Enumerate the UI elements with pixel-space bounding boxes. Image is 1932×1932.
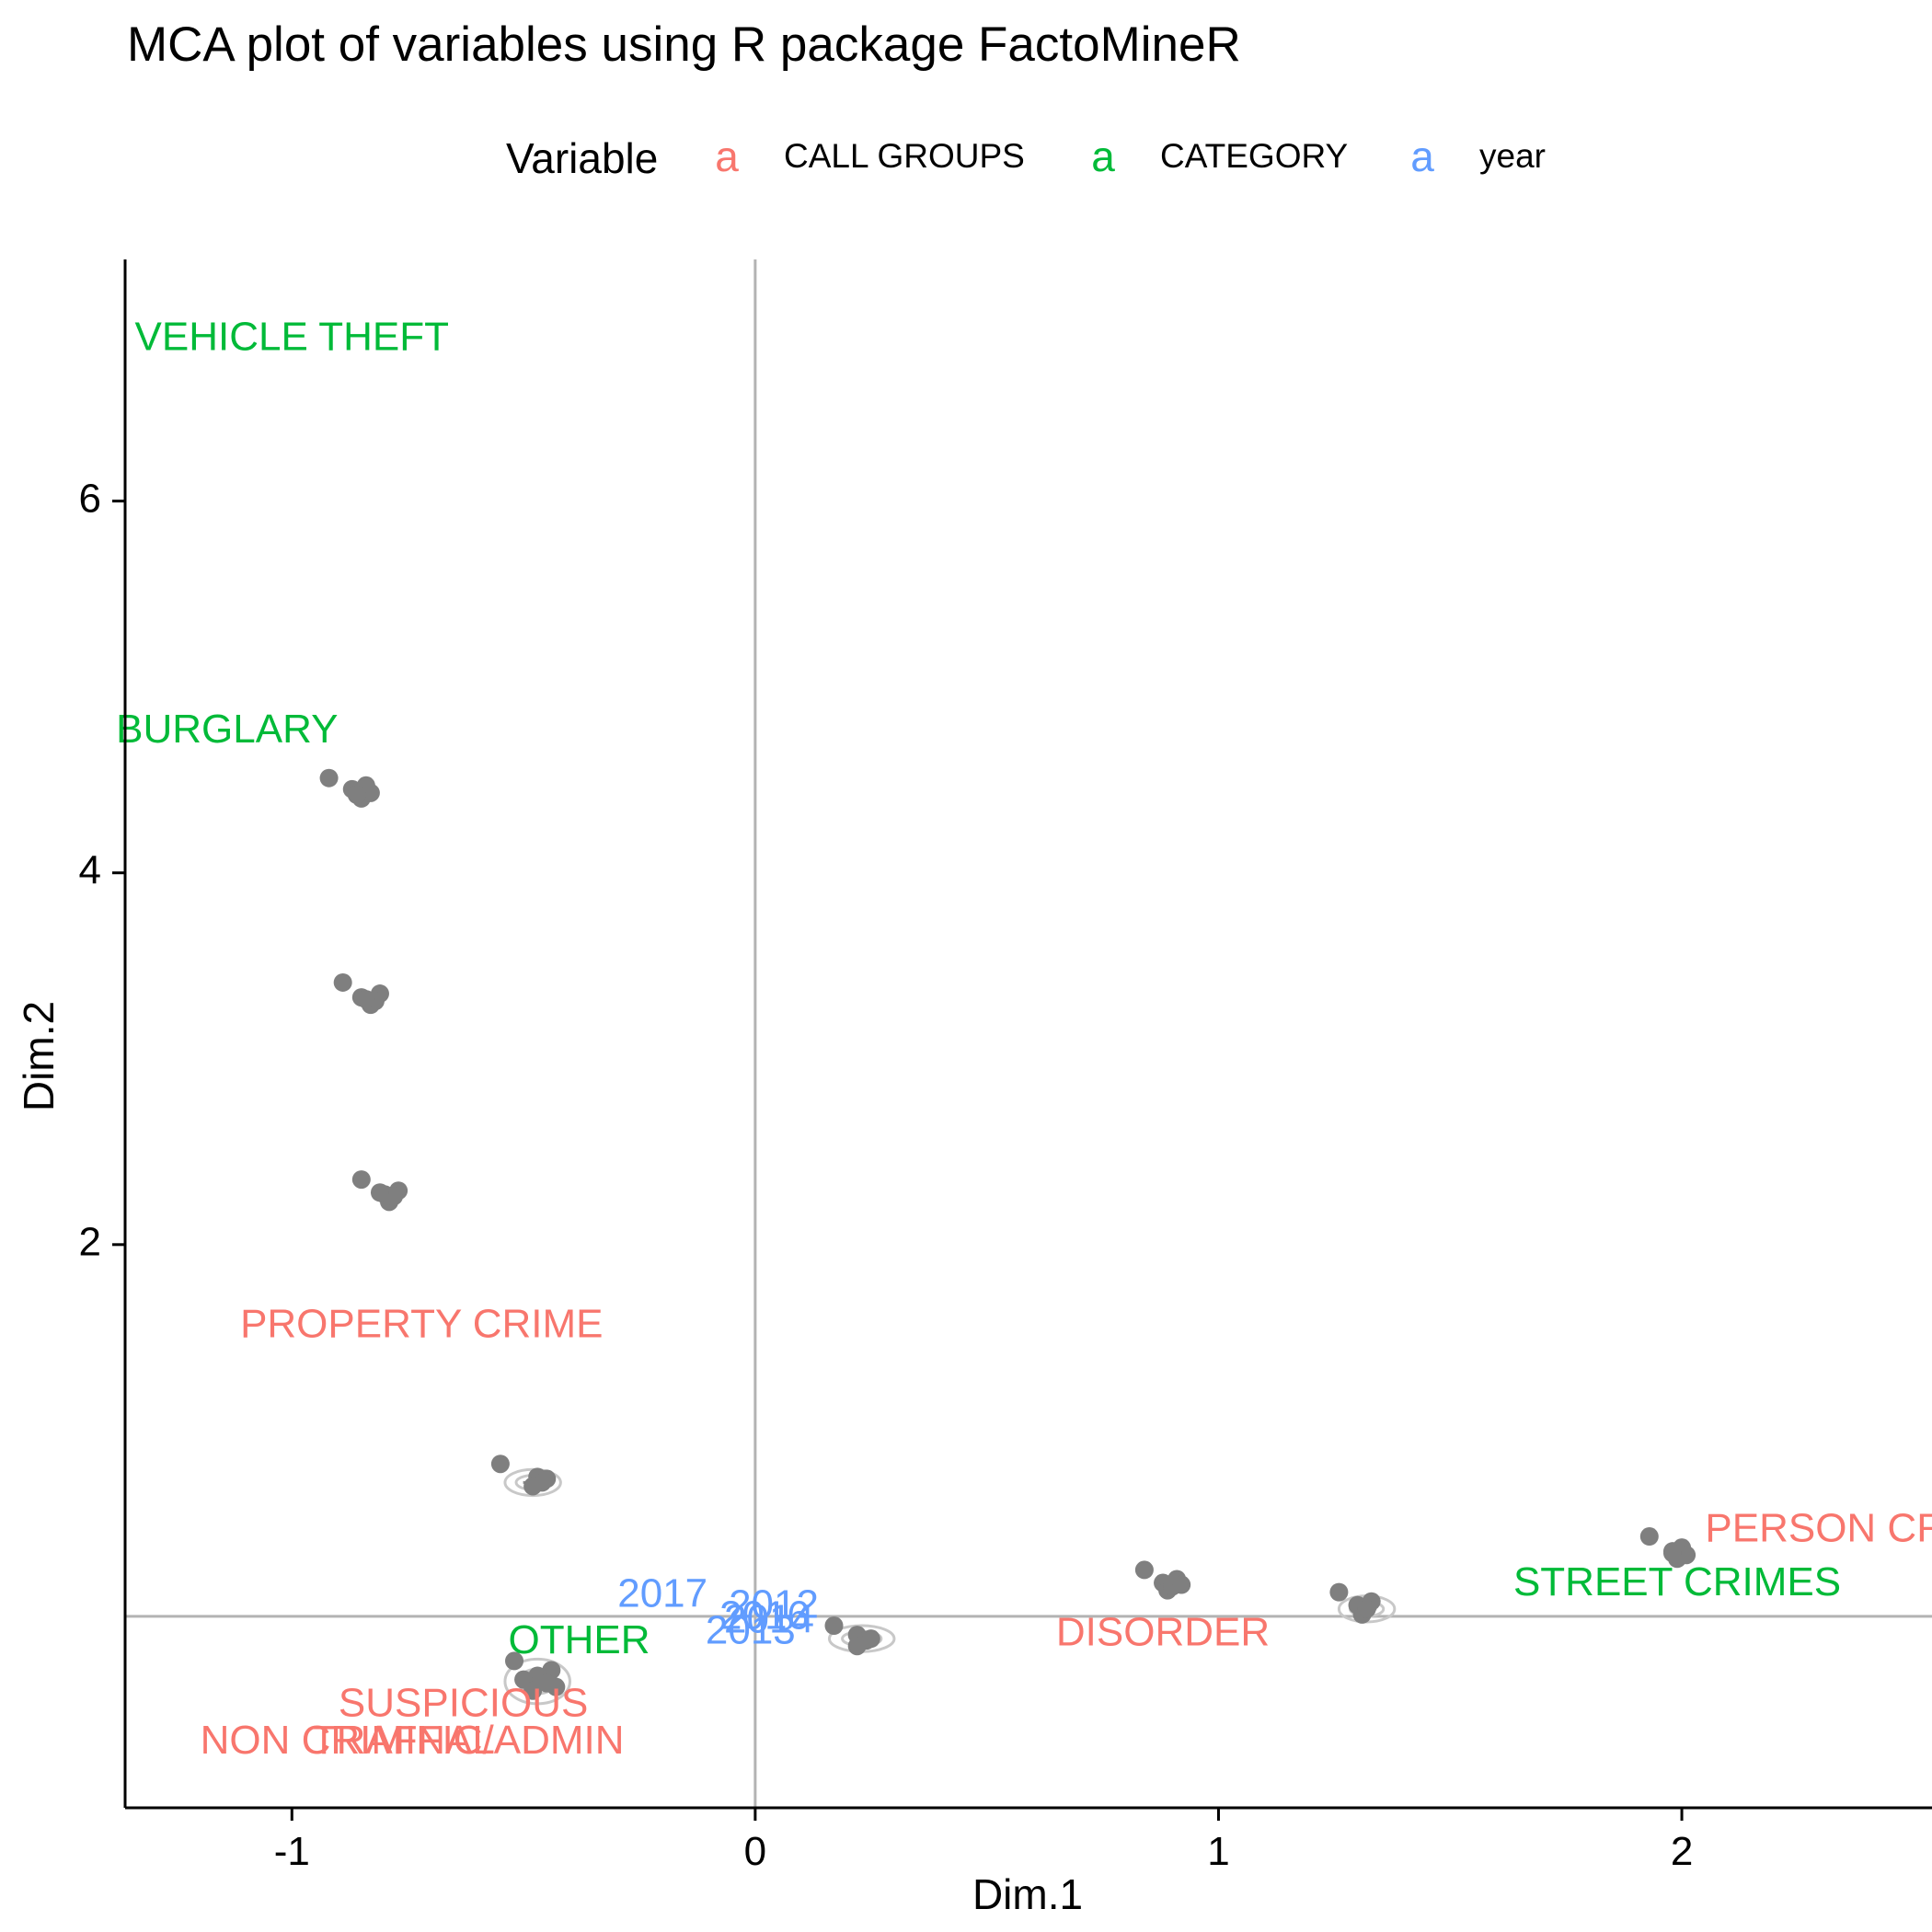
data-point <box>537 1469 557 1489</box>
category-labels: VEHICLE THEFT BURGLARY PROPERTY CRIME OTHER… <box>116 315 1932 1763</box>
category-label: 2012 <box>729 1581 819 1627</box>
y-axis-label: Dim.2 <box>15 1001 63 1111</box>
y-tick-label: 4 <box>79 847 101 892</box>
x-tick-label: 0 <box>744 1829 766 1874</box>
x-tick-label: 2 <box>1671 1829 1693 1874</box>
chart-title: MCA plot of variables using R package Fa… <box>127 17 1241 72</box>
y-axis-ticks: 2 4 6 <box>79 476 125 1264</box>
y-tick-label: 2 <box>79 1219 101 1264</box>
data-point <box>385 1187 404 1206</box>
category-label: TRAFFIC/ADMIN <box>312 1718 625 1763</box>
data-point <box>1329 1582 1349 1602</box>
x-tick-label: -1 <box>274 1829 310 1874</box>
data-points <box>319 768 1696 1700</box>
legend-label-call-groups: CALL GROUPS <box>784 137 1025 175</box>
data-point <box>523 1477 543 1496</box>
category-label: DISORDER <box>1056 1610 1270 1655</box>
data-point <box>1134 1560 1154 1580</box>
data-point <box>356 990 375 1009</box>
category-label: 2017 <box>617 1570 707 1616</box>
data-point <box>523 1681 543 1700</box>
data-point <box>861 1629 880 1649</box>
category-label: PERSON CR <box>1705 1506 1932 1551</box>
data-point <box>347 785 366 804</box>
legend-label-category: CATEGORY <box>1160 137 1348 175</box>
category-label: BURGLARY <box>116 707 338 752</box>
data-point <box>1357 1599 1376 1618</box>
data-point <box>1662 1544 1682 1563</box>
data-point <box>333 972 352 992</box>
data-point <box>1639 1527 1659 1547</box>
data-point <box>1172 1575 1191 1594</box>
category-label: VEHICLE THEFT <box>135 315 449 360</box>
category-label: STREET CRIMES <box>1513 1559 1841 1604</box>
legend-title: Variable <box>506 134 658 182</box>
confidence-ellipse <box>503 1657 571 1706</box>
legend-key-year: a <box>1410 132 1434 180</box>
category-label: NON CRIMINAL <box>201 1718 495 1763</box>
category-label: 2016 <box>719 1593 810 1639</box>
legend: Variable a CALL GROUPS a CATEGORY a year <box>506 132 1546 182</box>
x-axis-ticks: -1 0 1 2 <box>274 1808 1693 1874</box>
legend-key-category: a <box>1091 132 1115 180</box>
category-label: 2014 <box>724 1597 814 1642</box>
data-point <box>1677 1546 1696 1565</box>
legend-key-call-groups: a <box>715 132 739 180</box>
category-label: SUSPICIOUS <box>339 1681 588 1726</box>
data-point <box>351 1170 371 1190</box>
category-label: OTHER <box>509 1617 650 1662</box>
y-tick-label: 6 <box>79 476 101 521</box>
x-axis-label: Dim.1 <box>972 1870 1083 1918</box>
x-tick-label: 1 <box>1207 1829 1229 1874</box>
data-point <box>824 1616 844 1635</box>
data-point <box>370 1183 389 1202</box>
category-label: PROPERTY CRIME <box>240 1301 603 1346</box>
data-point <box>490 1455 510 1474</box>
data-point <box>847 1637 867 1656</box>
category-label: 2013 <box>706 1608 796 1653</box>
data-point <box>319 768 339 788</box>
data-point <box>546 1677 566 1696</box>
data-point <box>505 1651 524 1671</box>
legend-label-year: year <box>1479 137 1546 175</box>
data-point <box>361 783 380 802</box>
